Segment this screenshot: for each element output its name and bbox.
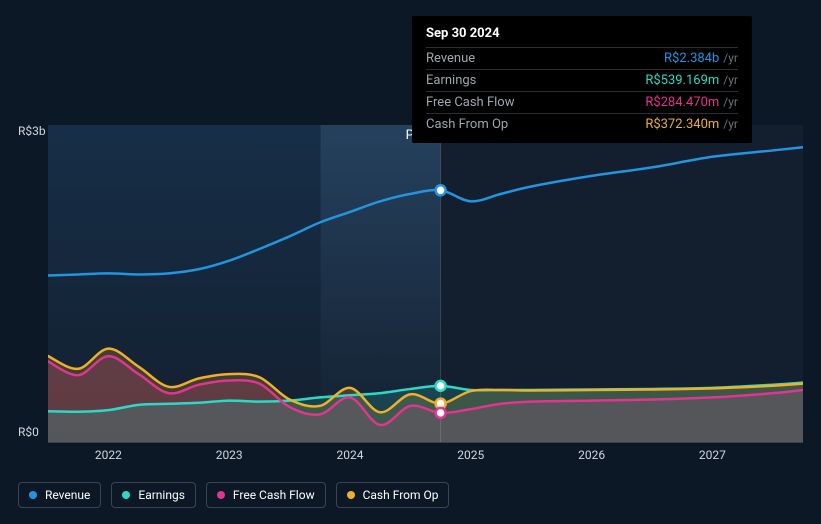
- legend-label: Cash From Op: [363, 488, 439, 502]
- x-tick-2027: 2027: [699, 448, 726, 462]
- legend-label: Free Cash Flow: [233, 488, 315, 502]
- x-tick-2024: 2024: [337, 448, 364, 462]
- tooltip-label: Earnings: [426, 73, 476, 88]
- tooltip-label: Revenue: [426, 51, 475, 66]
- tooltip-row-cash-from-op: Cash From Op R$372.340m/yr: [426, 113, 738, 135]
- legend-label: Revenue: [45, 488, 90, 502]
- legend-revenue[interactable]: Revenue: [18, 482, 101, 508]
- tooltip-date: Sep 30 2024: [426, 26, 738, 47]
- tooltip-value: R$372.340m/yr: [645, 117, 738, 132]
- tooltip-value: R$2.384b/yr: [664, 51, 738, 66]
- tooltip-label: Cash From Op: [426, 117, 508, 132]
- legend-earnings[interactable]: Earnings: [111, 482, 196, 508]
- legend-fcf[interactable]: Free Cash Flow: [206, 482, 326, 508]
- chart-svg: [48, 125, 803, 443]
- y-axis-label-top: R$3b: [18, 124, 46, 138]
- tooltip-label: Free Cash Flow: [426, 95, 514, 110]
- chart-legend: Revenue Earnings Free Cash Flow Cash From O…: [18, 482, 449, 508]
- tooltip-row-earnings: Earnings R$539.169m/yr: [426, 69, 738, 91]
- legend-cashop[interactable]: Cash From Op: [336, 482, 450, 508]
- x-tick-2022: 2022: [95, 448, 122, 462]
- tooltip-row-free-cash-flow: Free Cash Flow R$284.470m/yr: [426, 91, 738, 113]
- tooltip-row-revenue: Revenue R$2.384b/yr: [426, 47, 738, 69]
- tooltip-value: R$284.470m/yr: [645, 95, 738, 110]
- legend-dot-icon: [29, 491, 37, 499]
- x-tick-2023: 2023: [216, 448, 243, 462]
- x-axis: 2022 2023 2024 2025 2026 2027: [48, 448, 803, 468]
- y-axis-label-bottom: R$0: [18, 425, 39, 439]
- x-tick-2026: 2026: [578, 448, 605, 462]
- legend-dot-icon: [122, 491, 130, 499]
- legend-label: Earnings: [138, 488, 185, 502]
- plot-area[interactable]: Past Analysts Forecasts: [48, 125, 803, 443]
- growth-chart: R$3b R$0 Past Analysts Forecasts: [18, 125, 803, 443]
- tooltip-value: R$539.169m/yr: [645, 73, 738, 88]
- legend-dot-icon: [347, 491, 355, 499]
- chart-tooltip: Sep 30 2024 Revenue R$2.384b/yr Earnings R$…: [412, 16, 752, 143]
- x-tick-2025: 2025: [457, 448, 484, 462]
- legend-dot-icon: [217, 491, 225, 499]
